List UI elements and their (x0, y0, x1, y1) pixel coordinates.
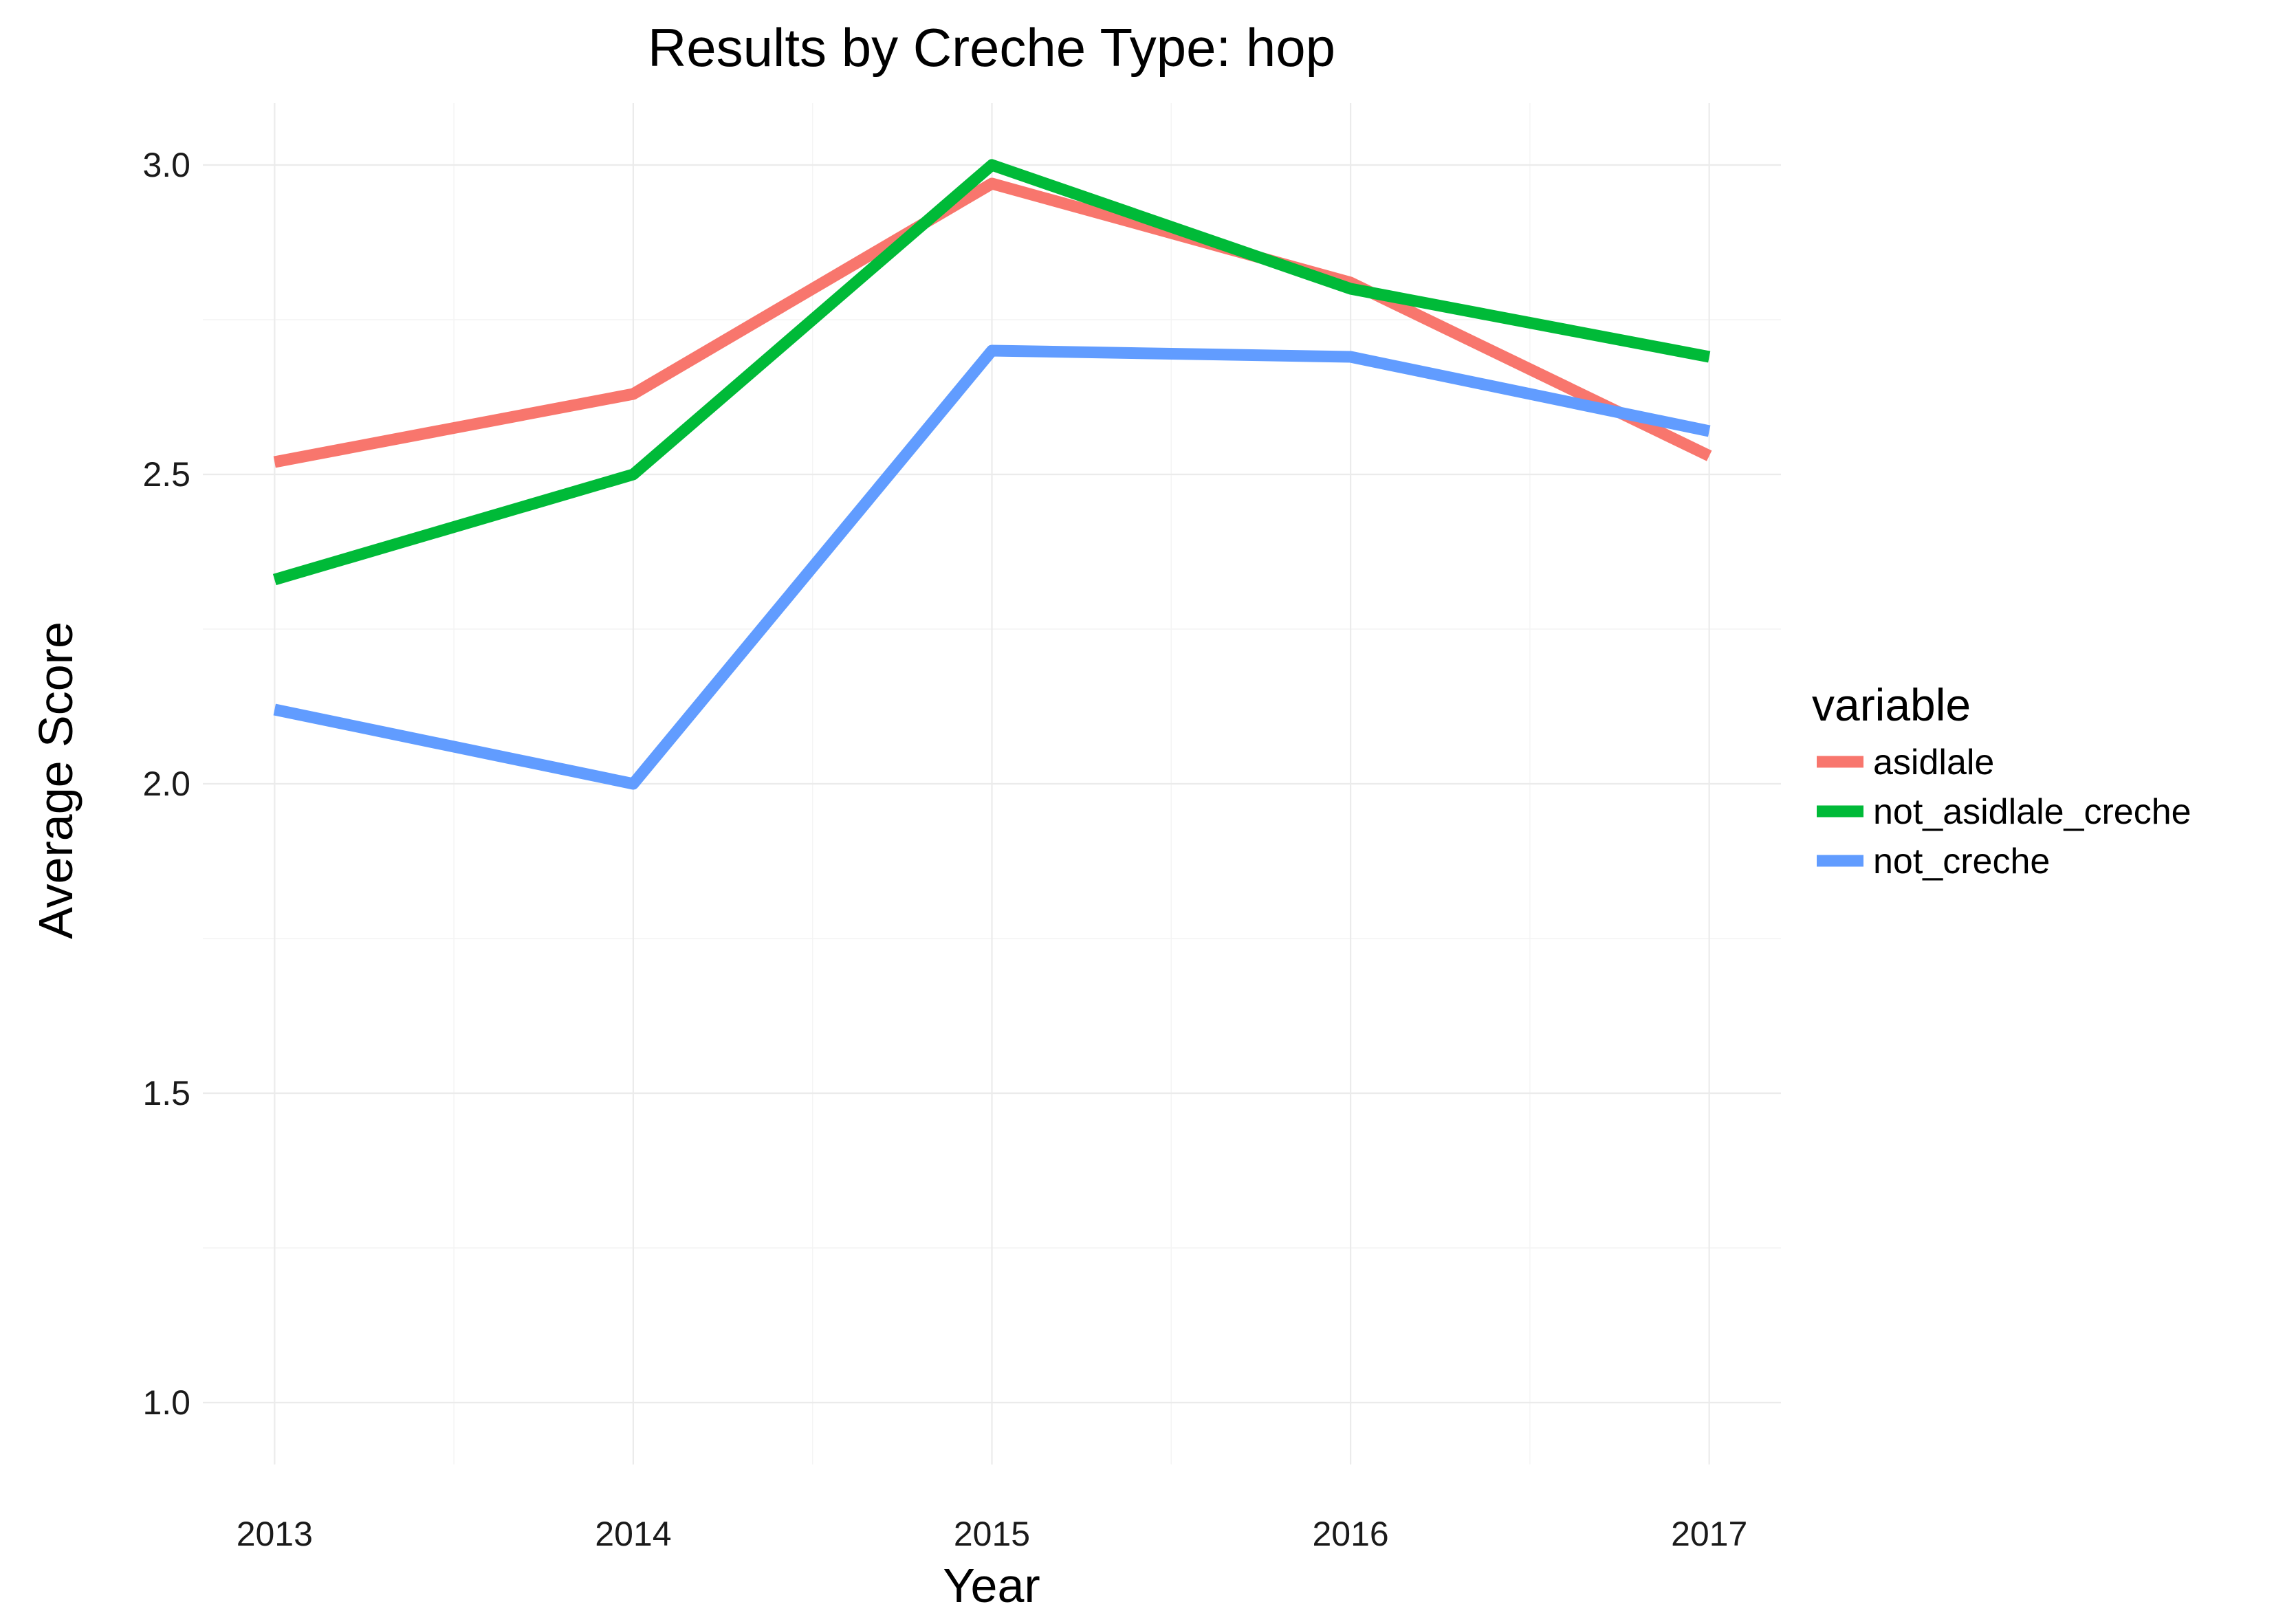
y-tick-label: 1.0 (142, 1383, 190, 1422)
x-tick-label: 2017 (1671, 1515, 1747, 1553)
legend: variable asidlale not_asidlale_creche not_… (1812, 679, 2191, 881)
y-tick-label: 2.0 (142, 765, 190, 803)
y-axis-ticks: 1.0 1.5 2.0 2.5 3.0 (142, 146, 190, 1422)
y-tick-label: 1.5 (142, 1074, 190, 1112)
legend-items: asidlale not_asidlale_creche not_creche (1817, 743, 2191, 881)
legend-title: variable (1812, 679, 1971, 730)
x-axis-ticks: 2013 2014 2015 2016 2017 (237, 1515, 1748, 1553)
series-line-not-asidlale-creche (272, 159, 1711, 586)
series-line-not-creche (273, 344, 1711, 790)
y-tick-label: 2.5 (142, 455, 190, 494)
y-tick-label: 3.0 (142, 146, 190, 184)
x-tick-label: 2013 (237, 1515, 313, 1553)
grid-major (203, 103, 1781, 1464)
x-tick-label: 2016 (1312, 1515, 1388, 1553)
legend-label: asidlale (1873, 743, 1994, 782)
series-lines (272, 159, 1712, 790)
series-line-asidlale (273, 177, 1712, 468)
x-axis-title: Year (943, 1559, 1040, 1612)
legend-label: not_creche (1873, 842, 2050, 881)
x-tick-label: 2014 (595, 1515, 671, 1553)
y-axis-title: Average Score (29, 622, 83, 939)
legend-label: not_asidlale_creche (1873, 792, 2191, 832)
x-tick-label: 2015 (954, 1515, 1030, 1553)
chart-title: Results by Creche Type: hop (648, 17, 1335, 78)
